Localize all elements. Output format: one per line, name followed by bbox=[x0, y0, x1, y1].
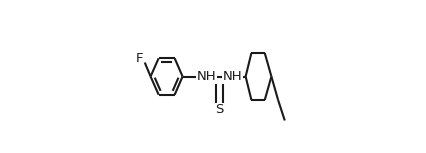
Text: NH: NH bbox=[222, 70, 242, 83]
Text: F: F bbox=[135, 52, 143, 65]
Text: S: S bbox=[215, 103, 223, 116]
Text: NH: NH bbox=[196, 70, 216, 83]
